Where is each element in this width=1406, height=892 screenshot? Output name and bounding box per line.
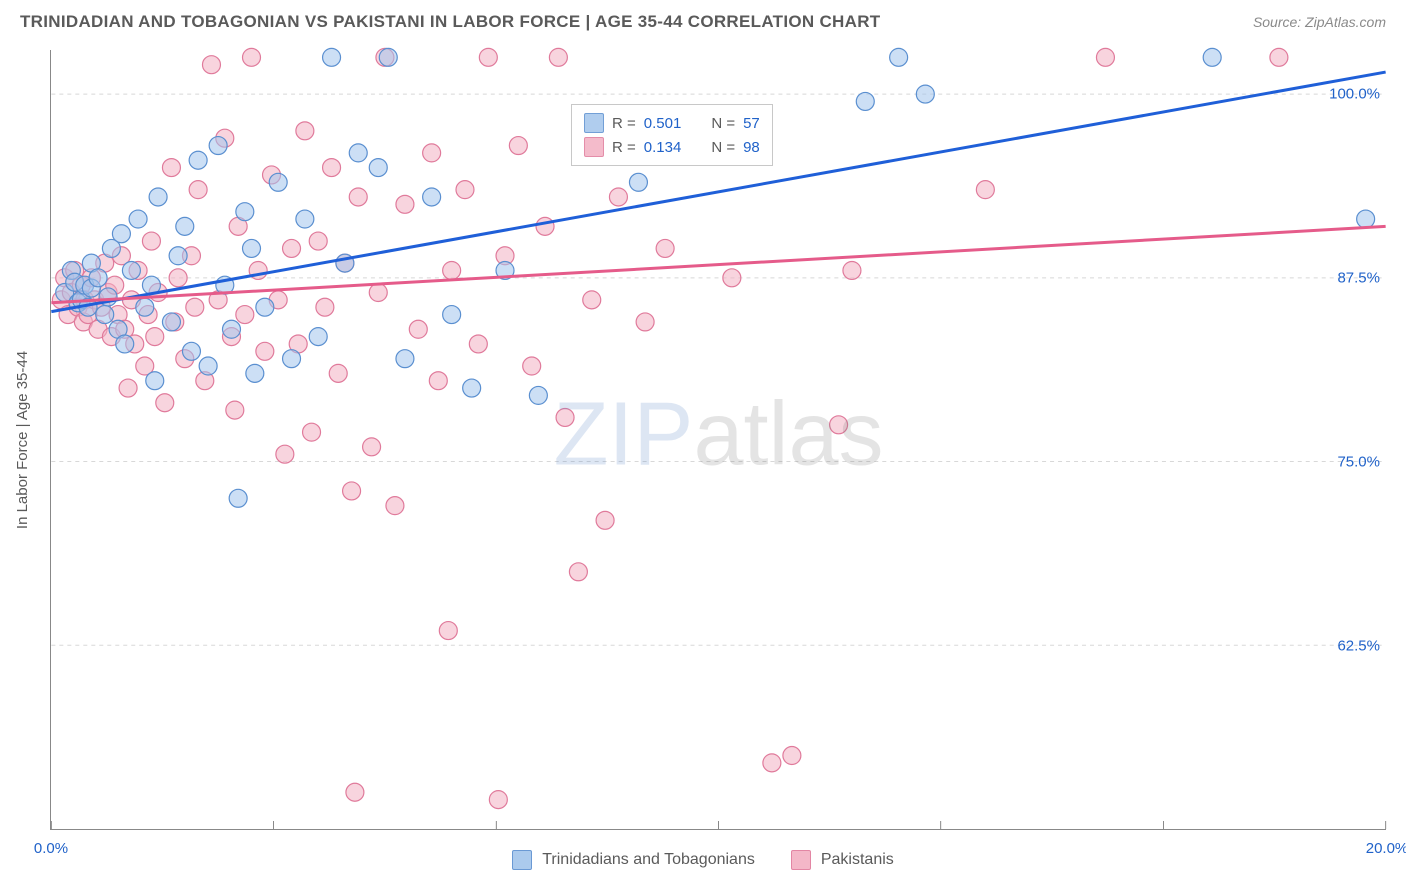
legend-n-label: N = xyxy=(711,139,735,156)
bottom-legend-item: Trinidadians and Tobagonians xyxy=(512,850,755,870)
ytick-label: 87.5% xyxy=(1337,270,1380,287)
legend-r-value: 0.134 xyxy=(644,139,682,156)
legend-swatch xyxy=(791,850,811,870)
legend-swatch xyxy=(584,137,604,157)
legend-n-label: N = xyxy=(711,115,735,132)
bottom-legend: Trinidadians and Tobagonians Pakistanis xyxy=(0,850,1406,870)
ytick-label: 100.0% xyxy=(1329,86,1380,103)
legend-r-label: R = xyxy=(612,139,636,156)
legend-n-value: 57 xyxy=(743,115,760,132)
legend-r-value: 0.501 xyxy=(644,115,682,132)
ytick-label: 75.0% xyxy=(1337,454,1380,471)
source-label: Source: ZipAtlas.com xyxy=(1253,14,1386,30)
legend-swatch xyxy=(584,113,604,133)
legend-n-value: 98 xyxy=(743,139,760,156)
plot-area: ZIPatlas R = 0.501 N = 57 R = 0.134 N = … xyxy=(50,50,1386,830)
legend-r-label: R = xyxy=(612,115,636,132)
legend-swatch xyxy=(512,850,532,870)
legend-box: R = 0.501 N = 57 R = 0.134 N = 98 xyxy=(571,104,773,166)
y-axis-title: In Labor Force | Age 35-44 xyxy=(14,351,31,529)
chart-svg xyxy=(51,50,1386,829)
ytick-label: 62.5% xyxy=(1337,638,1380,655)
bottom-legend-item: Pakistanis xyxy=(791,850,894,870)
chart-title: TRINIDADIAN AND TOBAGONIAN VS PAKISTANI … xyxy=(20,12,880,32)
series-name: Pakistanis xyxy=(821,851,894,869)
legend-row: R = 0.501 N = 57 xyxy=(584,111,760,135)
legend-row: R = 0.134 N = 98 xyxy=(584,135,760,159)
series-name: Trinidadians and Tobagonians xyxy=(542,851,755,869)
